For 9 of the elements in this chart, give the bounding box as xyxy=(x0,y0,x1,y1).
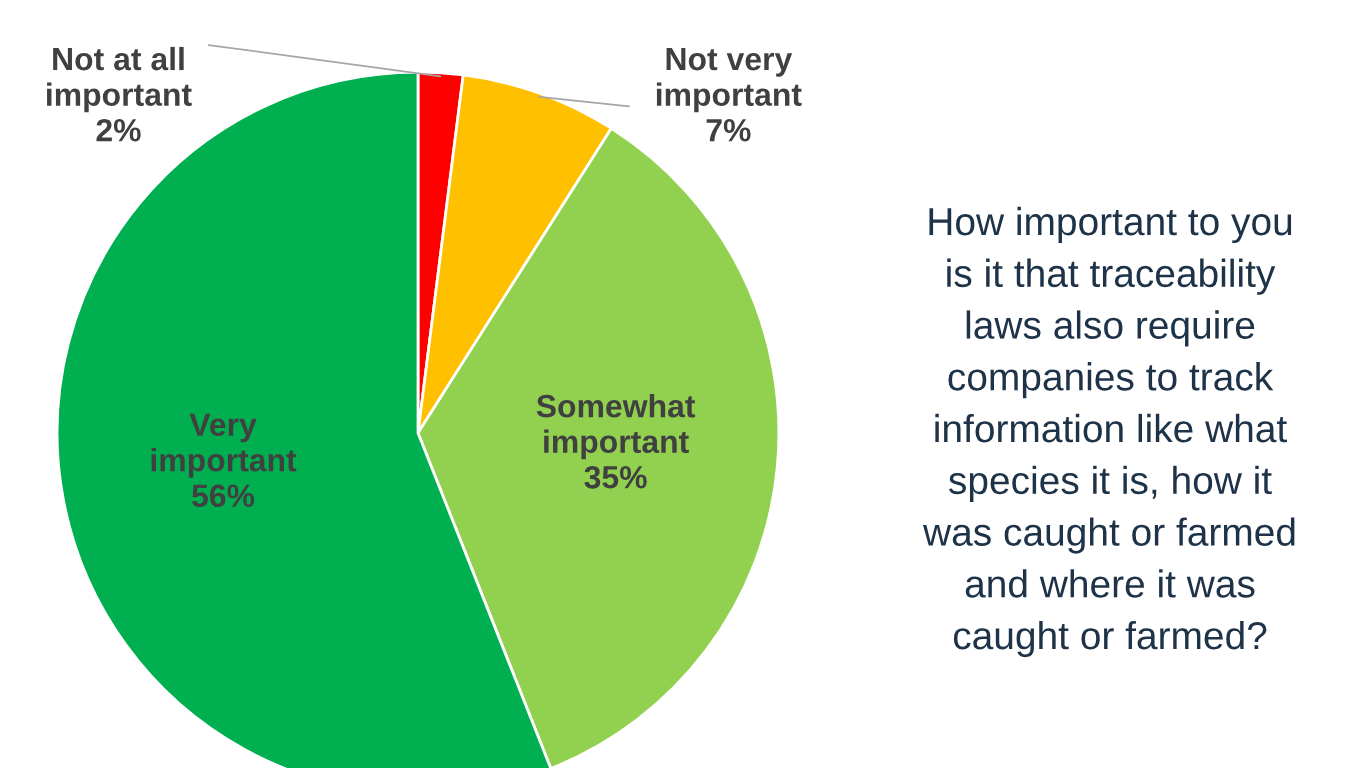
chart-title: How important to you is it that traceability laws also require companies to track information like what species it is, how it was caught or farmed and where it was caught or farmed? xyxy=(922,206,1295,658)
data-label: 7% xyxy=(706,118,751,142)
data-label: 56% xyxy=(192,484,255,508)
slice-label: Not very important xyxy=(656,48,802,113)
slice-label: Very important xyxy=(151,413,297,478)
slice-label: Somewhat important xyxy=(536,394,696,460)
data-label: 35% xyxy=(584,465,647,489)
data-label: 2% xyxy=(96,118,141,142)
slice-label: Not at all important xyxy=(47,46,192,113)
